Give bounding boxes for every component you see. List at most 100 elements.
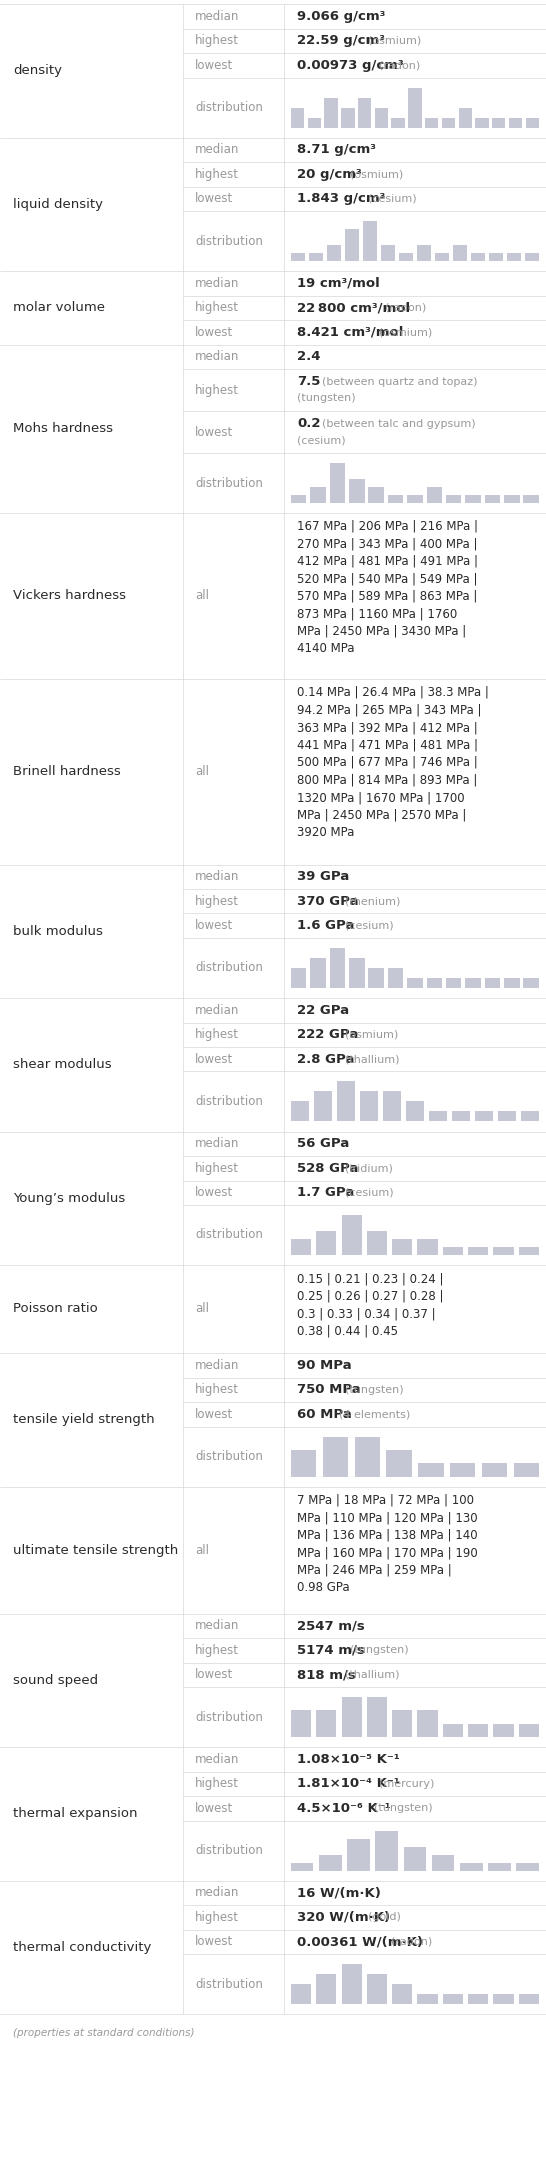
Text: 750 MPa: 750 MPa xyxy=(297,1383,361,1396)
Text: (thallium): (thallium) xyxy=(345,1054,399,1065)
Text: liquid density: liquid density xyxy=(13,197,103,210)
Bar xyxy=(468,1993,488,2004)
Text: (osmium): (osmium) xyxy=(379,327,432,338)
Text: all: all xyxy=(195,589,209,602)
Text: 7 MPa | 18 MPa | 72 MPa | 100
MPa | 110 MPa | 120 MPa | 130
MPa | 136 MPa | 138 : 7 MPa | 18 MPa | 72 MPa | 100 MPa | 110 … xyxy=(297,1493,478,1595)
Text: (mercury): (mercury) xyxy=(379,1779,435,1790)
Bar xyxy=(291,1101,309,1121)
Text: 167 MPa | 206 MPa | 216 MPa |
270 MPa | 343 MPa | 400 MPa |
412 MPa | 481 MPa | : 167 MPa | 206 MPa | 216 MPa | 270 MPa | … xyxy=(297,519,478,656)
Bar xyxy=(381,245,395,262)
Bar xyxy=(452,1112,470,1121)
Bar xyxy=(524,978,539,989)
Bar xyxy=(417,245,431,262)
Bar xyxy=(369,487,384,502)
Text: 0.00361 W/(m·K): 0.00361 W/(m·K) xyxy=(297,1935,423,1948)
Text: (between talc and gypsum): (between talc and gypsum) xyxy=(322,418,476,428)
Bar xyxy=(446,496,461,502)
Bar xyxy=(291,1984,311,2004)
Bar xyxy=(435,253,449,262)
Text: 19 cm³/mol: 19 cm³/mol xyxy=(297,277,379,290)
Bar xyxy=(314,1091,333,1121)
Text: 22 800 cm³/mol: 22 800 cm³/mol xyxy=(297,301,410,314)
Bar xyxy=(310,959,326,989)
Text: highest: highest xyxy=(195,1028,239,1041)
Bar xyxy=(432,1855,454,1870)
Bar xyxy=(504,978,520,989)
Text: lowest: lowest xyxy=(195,1668,233,1681)
Text: 1.6 GPa: 1.6 GPa xyxy=(297,920,354,933)
Bar xyxy=(403,1846,426,1870)
Bar xyxy=(465,496,481,502)
Bar xyxy=(507,253,521,262)
Text: (tungsten): (tungsten) xyxy=(351,1645,409,1655)
Text: 2.4: 2.4 xyxy=(297,351,321,364)
Bar xyxy=(408,87,422,128)
Text: distribution: distribution xyxy=(195,1978,263,1991)
Bar xyxy=(517,1863,539,1870)
Text: highest: highest xyxy=(195,1777,239,1790)
Text: 8.71 g/cm³: 8.71 g/cm³ xyxy=(297,143,376,156)
Text: highest: highest xyxy=(195,1645,239,1658)
Bar xyxy=(392,1240,412,1255)
Text: distribution: distribution xyxy=(195,1844,263,1857)
Text: 7.5: 7.5 xyxy=(297,374,321,387)
Bar xyxy=(425,117,438,128)
Text: 1.81×10⁻⁴ K⁻¹: 1.81×10⁻⁴ K⁻¹ xyxy=(297,1777,400,1790)
Text: bulk modulus: bulk modulus xyxy=(13,924,103,937)
Text: (osmium): (osmium) xyxy=(345,1030,398,1039)
Bar xyxy=(426,978,442,989)
Text: ultimate tensile strength: ultimate tensile strength xyxy=(13,1543,178,1556)
Bar xyxy=(468,1725,488,1738)
Bar xyxy=(524,496,539,502)
Text: 2.8 GPa: 2.8 GPa xyxy=(297,1052,354,1065)
Bar xyxy=(526,117,539,128)
Bar xyxy=(342,1965,362,2004)
Bar xyxy=(485,978,500,989)
Text: distribution: distribution xyxy=(195,1095,263,1108)
Text: thermal expansion: thermal expansion xyxy=(13,1807,138,1820)
Bar xyxy=(291,1710,311,1738)
Bar xyxy=(341,108,354,128)
Bar xyxy=(354,1437,380,1476)
Text: highest: highest xyxy=(195,1162,239,1175)
Bar xyxy=(309,253,323,262)
Text: median: median xyxy=(195,1138,239,1151)
Text: lowest: lowest xyxy=(195,1409,233,1422)
Text: (properties at standard conditions): (properties at standard conditions) xyxy=(13,2028,194,2038)
Text: distribution: distribution xyxy=(195,476,263,489)
Bar xyxy=(482,1463,507,1476)
Text: lowest: lowest xyxy=(195,426,233,439)
Bar xyxy=(494,1246,514,1255)
Bar xyxy=(376,1831,398,1870)
Text: highest: highest xyxy=(195,894,239,907)
Bar xyxy=(342,1214,362,1255)
Bar xyxy=(291,967,306,989)
Bar xyxy=(474,1112,493,1121)
Text: 39 GPa: 39 GPa xyxy=(297,870,349,883)
Bar xyxy=(388,496,403,502)
Bar xyxy=(375,108,388,128)
Text: 16 W/(m·K): 16 W/(m·K) xyxy=(297,1887,381,1900)
Bar xyxy=(349,959,365,989)
Bar xyxy=(443,1993,463,2004)
Bar xyxy=(460,1863,483,1870)
Text: highest: highest xyxy=(195,1911,239,1924)
Bar xyxy=(471,253,485,262)
Text: median: median xyxy=(195,1887,239,1900)
Text: distribution: distribution xyxy=(195,102,263,115)
Bar xyxy=(367,1697,387,1738)
Bar xyxy=(291,496,306,502)
Bar xyxy=(476,117,489,128)
Text: (rhenium): (rhenium) xyxy=(345,896,400,907)
Text: 1.843 g/cm³: 1.843 g/cm³ xyxy=(297,193,385,206)
Bar xyxy=(291,1240,311,1255)
Text: 1.08×10⁻⁵ K⁻¹: 1.08×10⁻⁵ K⁻¹ xyxy=(297,1753,400,1766)
Text: median: median xyxy=(195,143,239,156)
Text: median: median xyxy=(195,1004,239,1017)
Bar xyxy=(323,1437,348,1476)
Text: 370 GPa: 370 GPa xyxy=(297,894,358,907)
Bar xyxy=(465,978,481,989)
Bar xyxy=(446,978,461,989)
Bar xyxy=(407,496,423,502)
Text: (cesium): (cesium) xyxy=(367,195,417,203)
